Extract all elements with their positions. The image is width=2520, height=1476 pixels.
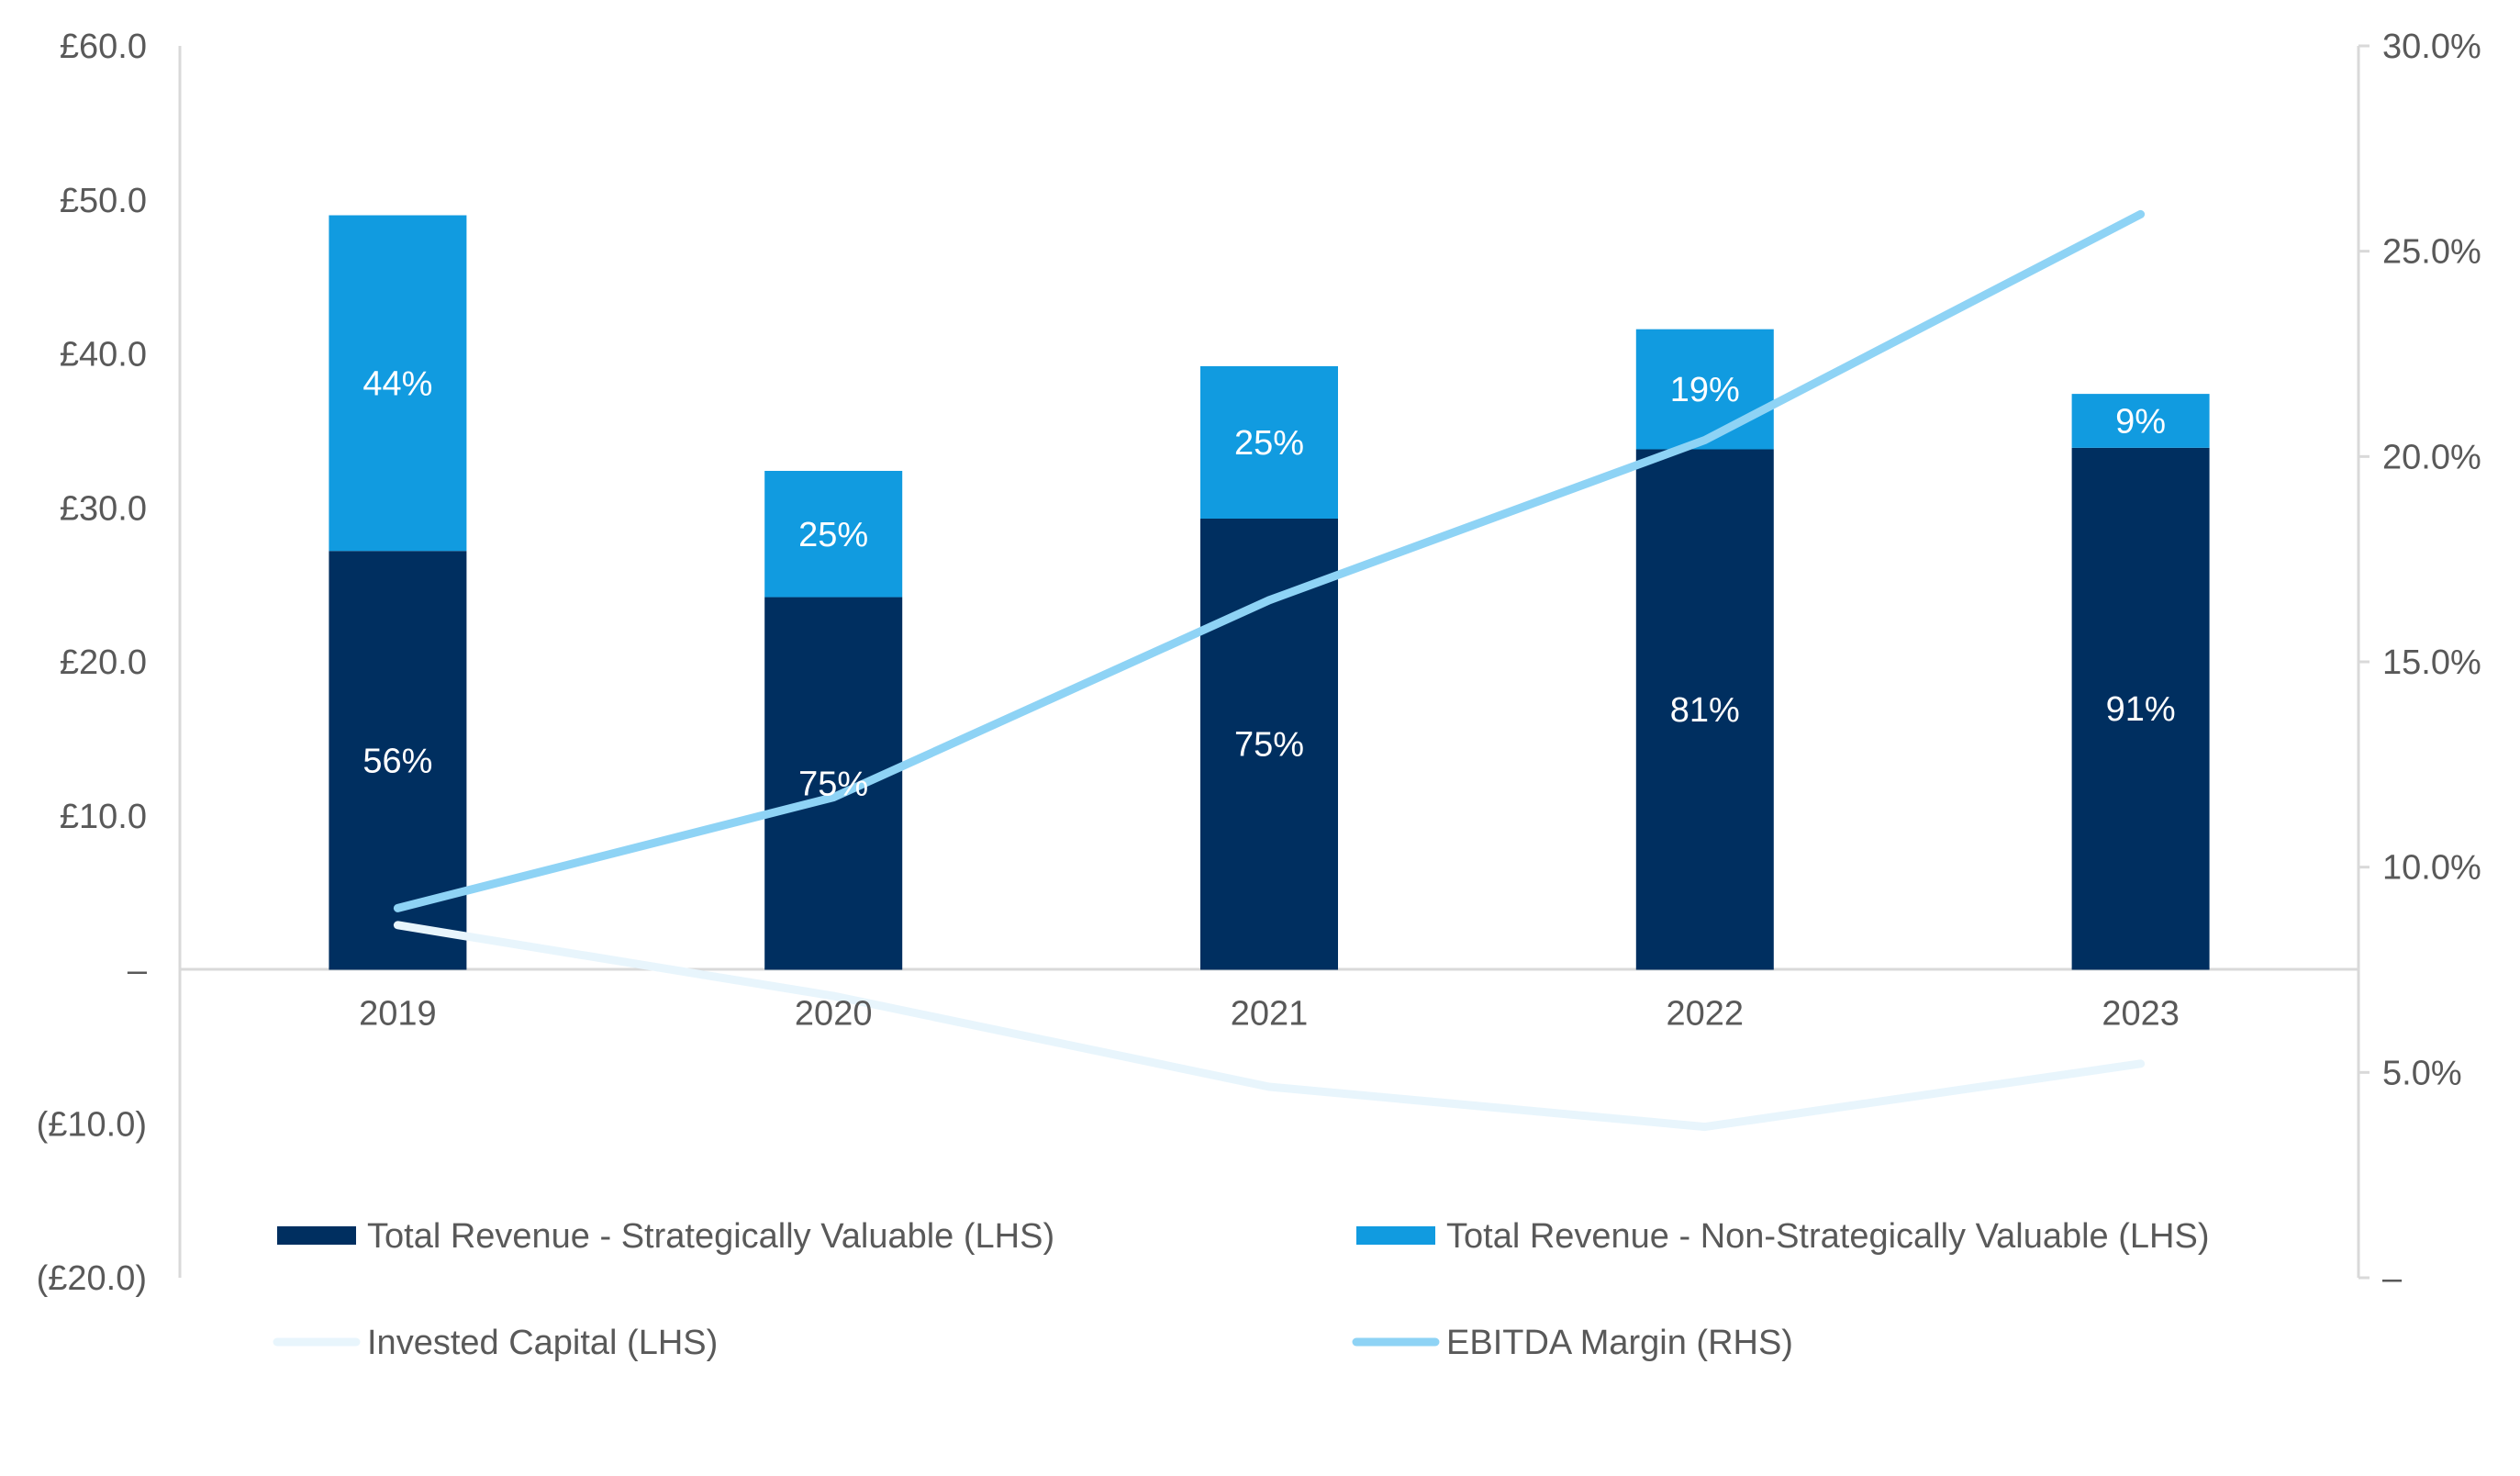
legend: Total Revenue - Strategically Valuable (… (273, 1217, 2209, 1362)
legend-swatch (1356, 1226, 1435, 1245)
right-tick-label: 25.0% (2382, 233, 2481, 272)
legend-swatch (277, 1226, 356, 1245)
bar-non-strategic (2071, 394, 2210, 448)
bar-data-label: 19% (1670, 371, 1740, 409)
right-tick-label: 5.0% (2382, 1054, 2462, 1092)
category-label: 2020 (795, 995, 873, 1034)
legend-label: Invested Capital (LHS) (367, 1324, 718, 1362)
bar-data-labels: 56% 44% 75% 25% 75% 25% 81% 19% 91% 9% (362, 364, 2175, 803)
bar-non-strategic (1200, 365, 1338, 519)
bar-data-label: 25% (1234, 424, 1304, 463)
category-label: 2022 (1667, 995, 1745, 1034)
line-series (393, 209, 2146, 1132)
bar-non-strategic (329, 215, 467, 552)
left-axis-ticks: £60.0 £50.0 £40.0 £30.0 £20.0 £10.0 – (£10.0) (£… (37, 28, 148, 1298)
right-axis-ticks: 30.0% 25.0% 20.0% 15.0% 10.0% 5.0% – (2358, 28, 2481, 1298)
category-labels: 2019 2020 2021 2022 2023 (359, 995, 2180, 1034)
legend-label: Total Revenue - Strategically Valuable (… (367, 1217, 1054, 1256)
left-tick-label: £20.0 (60, 643, 147, 682)
bar-data-label: 56% (362, 742, 432, 780)
bar-data-label: 9% (2115, 402, 2166, 441)
category-label: 2021 (1231, 995, 1309, 1034)
line-ebitda-margin (393, 209, 2146, 912)
left-tick-label: – (128, 952, 148, 990)
right-tick-label: 10.0% (2382, 849, 2481, 888)
bar-data-label: 25% (798, 516, 868, 554)
left-tick-label: (£10.0) (37, 1105, 147, 1144)
bar-data-label: 75% (798, 766, 868, 804)
bar-series (329, 215, 2210, 970)
legend-label: EBITDA Margin (RHS) (1446, 1324, 1793, 1362)
bar-data-label: 91% (2106, 690, 2176, 729)
bar-data-label: 44% (362, 364, 432, 403)
right-tick-label: 30.0% (2382, 28, 2481, 66)
bar-strategic (764, 597, 903, 970)
right-tick-label: 15.0% (2382, 643, 2481, 682)
bar-strategic (2071, 447, 2210, 970)
right-tick-label: – (2382, 1259, 2403, 1298)
bar-strategic (1635, 449, 1774, 970)
bar-strategic (1200, 518, 1338, 970)
bar-non-strategic (764, 470, 903, 598)
line-invested-capital (393, 921, 2146, 1132)
category-label: 2019 (359, 995, 437, 1034)
left-tick-label: £30.0 (60, 489, 147, 528)
bar-data-label: 81% (1670, 691, 1740, 730)
category-label: 2023 (2102, 995, 2180, 1034)
left-tick-label: £50.0 (60, 182, 147, 220)
right-tick-label: 20.0% (2382, 438, 2481, 476)
legend-label: Total Revenue - Non-Strategically Valuab… (1446, 1217, 2209, 1256)
left-tick-label: £10.0 (60, 798, 147, 836)
bar-non-strategic (1635, 329, 1774, 450)
left-tick-label: £60.0 (60, 28, 147, 66)
bar-data-label: 75% (1234, 726, 1304, 765)
left-tick-label: £40.0 (60, 336, 147, 375)
left-tick-label: (£20.0) (37, 1259, 147, 1298)
